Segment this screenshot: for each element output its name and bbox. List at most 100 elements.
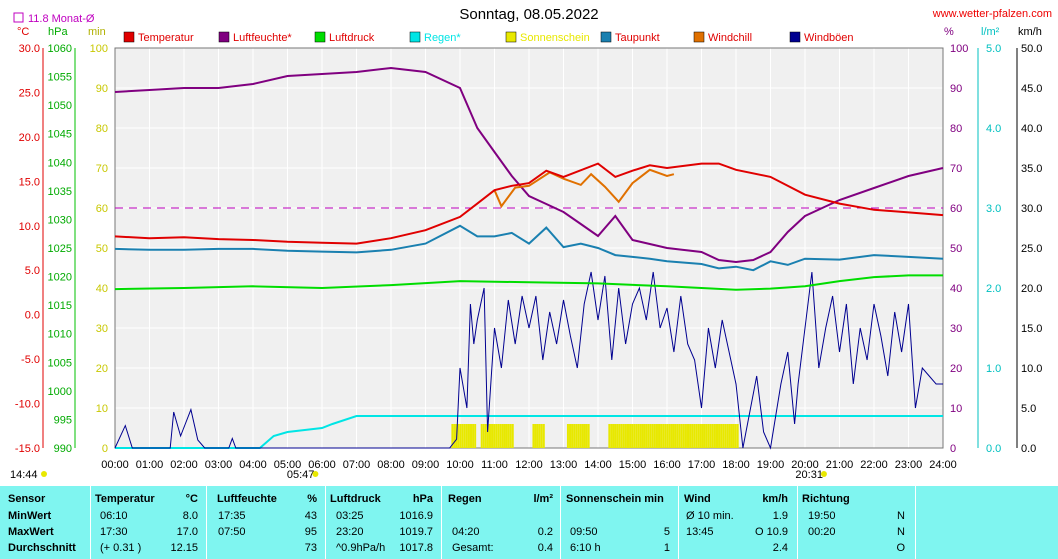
- percent-unit: %: [944, 26, 954, 38]
- legend-label: Sonnenschein: [520, 32, 590, 44]
- footer-row-label: Durchschnitt: [8, 542, 76, 554]
- x-tick: 09:00: [412, 459, 440, 471]
- x-tick: 07:00: [343, 459, 371, 471]
- temp-unit: °C: [17, 26, 29, 38]
- sunshine-bar: [707, 424, 710, 448]
- sunshine-bar: [575, 424, 578, 448]
- percent-tick: 0: [950, 443, 956, 455]
- sunshine-bar: [705, 424, 708, 448]
- sunshine-bar: [503, 424, 506, 448]
- x-tick: 20:00: [791, 459, 819, 471]
- footer-press-value: 1016.9: [399, 510, 433, 522]
- minutes-tick: 50: [96, 243, 108, 255]
- x-tick: 03:00: [205, 459, 233, 471]
- minutes-tick: 90: [96, 83, 108, 95]
- sunshine-bar: [699, 424, 702, 448]
- rain-tick: 2.0: [986, 283, 1001, 295]
- legend-label: Temperatur: [138, 32, 194, 44]
- percent-tick: 40: [950, 283, 962, 295]
- sunshine-bar: [461, 424, 464, 448]
- pressure-tick: 995: [54, 414, 72, 426]
- percent-tick: 90: [950, 83, 962, 95]
- sunshine-bar: [536, 424, 539, 448]
- sunshine-bar: [542, 424, 545, 448]
- sunshine-bar: [465, 424, 468, 448]
- minutes-tick: 40: [96, 283, 108, 295]
- rain-tick: 1.0: [986, 363, 1001, 375]
- footer-sun-time: 6:10 h: [570, 542, 601, 554]
- daylength-icon: [41, 471, 47, 477]
- x-tick: 19:00: [757, 459, 785, 471]
- sunshine-bar: [463, 424, 466, 448]
- wind-tick: 20.0: [1021, 283, 1042, 295]
- wind-tick: 30.0: [1021, 203, 1042, 215]
- sunshine-bar: [497, 424, 500, 448]
- footer-header: Temperatur: [95, 493, 155, 505]
- plot-border: [114, 47, 944, 449]
- footer-press-time: ^0.9hPa/h: [336, 542, 386, 554]
- minutes-tick: 10: [96, 403, 108, 415]
- sunshine-bar: [645, 424, 648, 448]
- footer-header: hPa: [412, 493, 433, 505]
- sunshine-bar: [726, 424, 729, 448]
- footer-separator: [560, 486, 561, 559]
- sunshine-bar: [472, 424, 475, 448]
- wind-tick: 10.0: [1021, 363, 1042, 375]
- minutes-tick: 70: [96, 163, 108, 175]
- sunshine-bar: [631, 424, 634, 448]
- wind-tick: 5.0: [1021, 403, 1036, 415]
- x-tick: 16:00: [653, 459, 681, 471]
- sunshine-bar: [470, 424, 473, 448]
- footer-separator: [325, 486, 326, 559]
- x-tick: 13:00: [550, 459, 578, 471]
- footer-header: Regen: [448, 493, 482, 505]
- sunshine-bar: [491, 424, 494, 448]
- wind-tick: 50.0: [1021, 43, 1042, 55]
- footer-dir-value: N: [897, 526, 905, 538]
- series-luftfeuchte: [114, 66, 944, 264]
- x-tick: 11:00: [481, 459, 508, 471]
- wind-unit: km/h: [1018, 26, 1042, 38]
- x-tick: 18:00: [722, 459, 750, 471]
- site-link[interactable]: www.wetter-pfalzen.com: [932, 8, 1052, 20]
- legend-label: Luftdruck: [329, 32, 375, 44]
- sunshine-bar: [509, 424, 512, 448]
- legend-label: Luftfeuchte*: [233, 32, 292, 44]
- sunshine-bar: [451, 424, 454, 448]
- sunshine-bar: [573, 424, 576, 448]
- x-tick: 00:00: [101, 459, 129, 471]
- sunshine-bar: [655, 424, 658, 448]
- legend-swatch: [123, 31, 135, 43]
- footer-header: Luftdruck: [330, 493, 381, 505]
- sunshine-bar: [695, 424, 698, 448]
- sunshine-bar: [736, 424, 739, 448]
- series-temperatur: [114, 162, 944, 245]
- footer-separator: [441, 486, 442, 559]
- sunshine-bar: [715, 424, 718, 448]
- sunshine-bar: [734, 424, 737, 448]
- minutes-unit: min: [88, 26, 106, 38]
- sunshine-bar: [495, 424, 498, 448]
- temp-tick: 30.0: [19, 43, 40, 55]
- sunshine-bar: [614, 424, 617, 448]
- wind-tick: 0.0: [1021, 443, 1036, 455]
- sunshine-bar: [610, 424, 613, 448]
- sunshine-bar: [684, 424, 687, 448]
- sunshine-bar: [728, 424, 731, 448]
- series-windchill: [493, 168, 675, 209]
- sunshine-bar: [701, 424, 704, 448]
- footer-temp-value: 12.15: [170, 542, 198, 554]
- sunshine-bar: [488, 424, 491, 448]
- footer-header: Richtung: [802, 493, 850, 505]
- sunshine-bar: [585, 424, 588, 448]
- x-tick: 22:00: [860, 459, 888, 471]
- series-taupunkt: [114, 224, 944, 272]
- legend-label: Windböen: [804, 32, 854, 44]
- percent-tick: 100: [950, 43, 968, 55]
- footer-header: °C: [185, 493, 198, 505]
- series-luftdruck: [114, 274, 943, 291]
- x-tick: 01:00: [136, 459, 164, 471]
- sunshine-bar: [639, 424, 642, 448]
- minutes-tick: 60: [96, 203, 108, 215]
- sunshine-bar: [722, 424, 725, 448]
